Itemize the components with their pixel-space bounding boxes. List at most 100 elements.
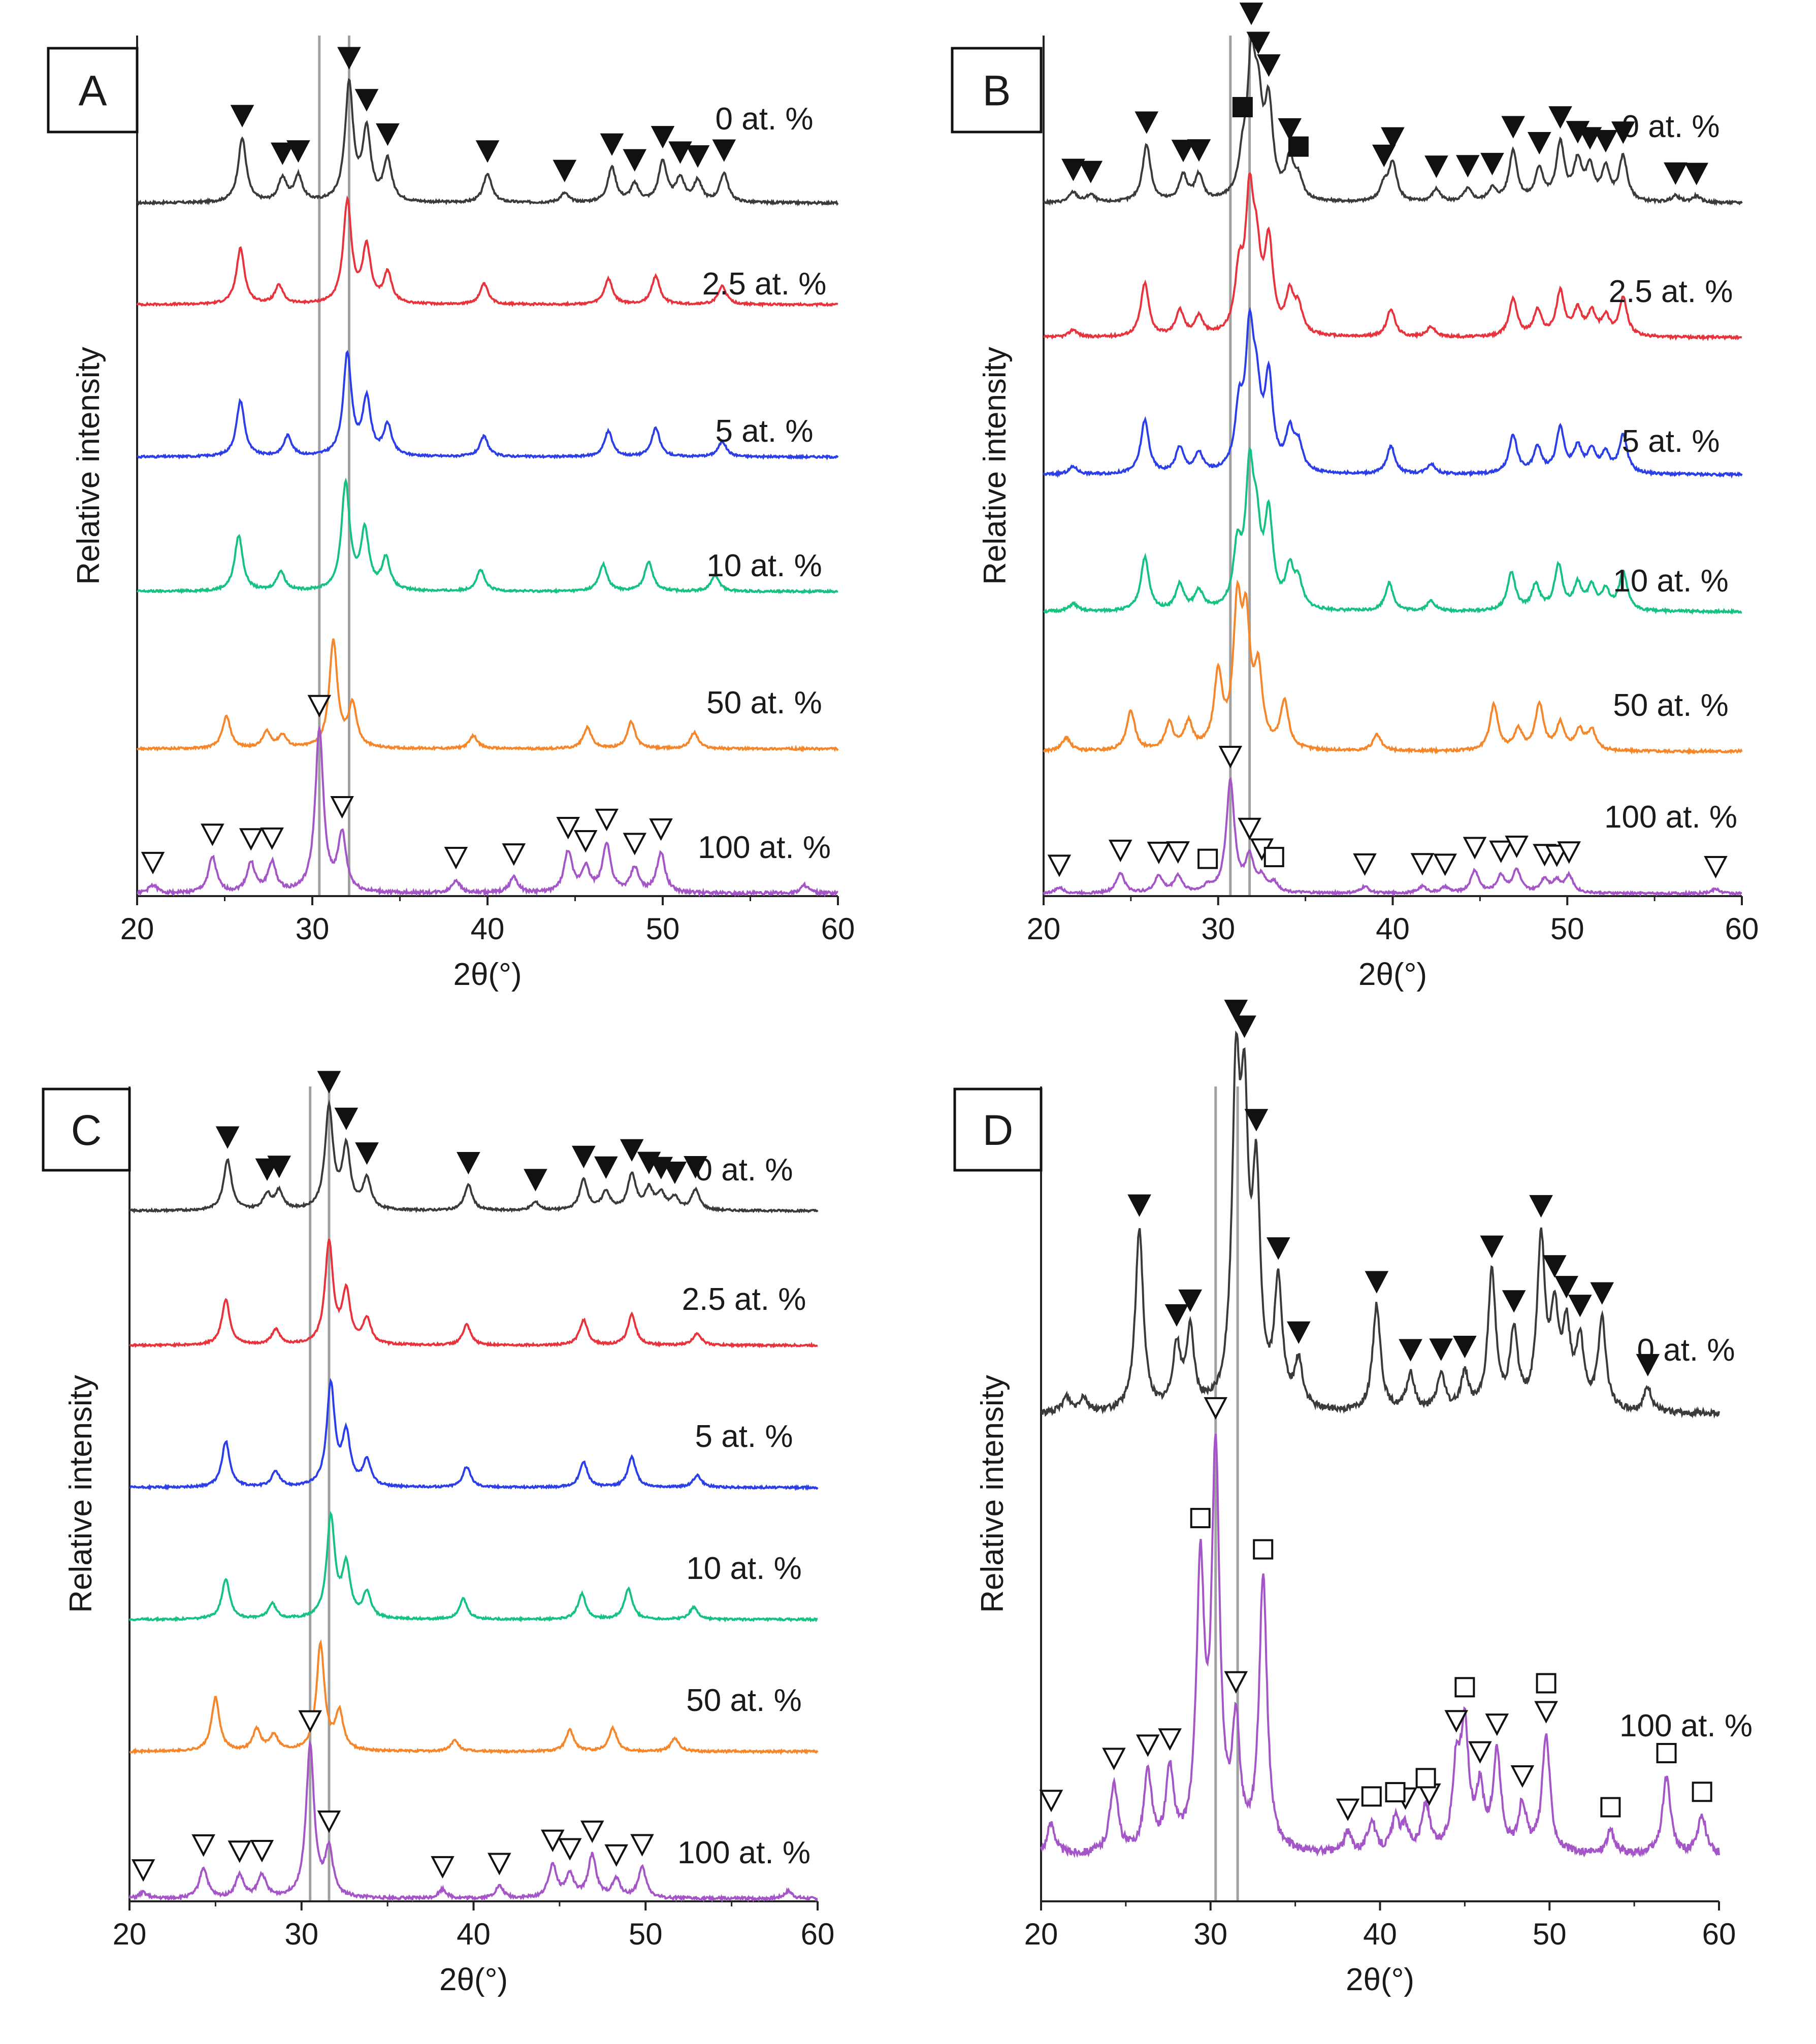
filled-triangle-marker bbox=[1611, 121, 1635, 144]
series-label: 10 at. % bbox=[686, 1551, 801, 1586]
filled-triangle-marker bbox=[571, 1145, 596, 1169]
panel-label: A bbox=[78, 67, 107, 115]
filled-triangle-marker bbox=[1365, 1271, 1389, 1294]
open-triangle-marker bbox=[1410, 853, 1435, 876]
filled-triangle-marker bbox=[620, 1139, 644, 1162]
x-tick-label: 50 bbox=[646, 912, 680, 946]
filled-triangle-marker bbox=[1568, 1295, 1592, 1317]
open-triangle-marker bbox=[317, 1810, 341, 1833]
filled-triangle-marker bbox=[1246, 31, 1271, 54]
series-line bbox=[1043, 172, 1742, 342]
series-label: 2.5 at. % bbox=[1609, 274, 1733, 309]
open-square-marker bbox=[1600, 1797, 1621, 1818]
filled-triangle-marker bbox=[1079, 160, 1103, 184]
open-triangle-marker bbox=[630, 1834, 654, 1857]
filled-triangle-marker bbox=[1501, 116, 1526, 139]
open-triangle-marker bbox=[573, 830, 598, 853]
open-triangle-marker bbox=[1510, 1765, 1535, 1788]
open-triangle-marker bbox=[1433, 853, 1457, 876]
panel-label-box bbox=[42, 1087, 131, 1172]
filled-triangle-marker bbox=[230, 105, 254, 127]
filled-triangle-marker bbox=[524, 1169, 547, 1192]
open-triangle-marker bbox=[541, 1829, 565, 1852]
open-triangle-marker bbox=[191, 1834, 215, 1857]
series-label: 10 at. % bbox=[1613, 564, 1728, 599]
series-label: 10 at. % bbox=[706, 548, 822, 583]
x-tick-label: 30 bbox=[296, 912, 330, 946]
open-triangle-marker bbox=[444, 847, 468, 870]
filled-triangle-marker bbox=[600, 133, 624, 156]
filled-square-marker bbox=[1288, 136, 1309, 157]
open-triangle-marker bbox=[1505, 835, 1529, 859]
open-triangle-marker bbox=[1158, 1728, 1182, 1751]
filled-triangle-marker bbox=[1453, 1335, 1477, 1359]
x-tick-label: 40 bbox=[471, 912, 505, 946]
open-square-marker bbox=[1197, 848, 1218, 869]
filled-triangle-marker bbox=[1171, 140, 1195, 162]
filled-triangle-marker bbox=[1529, 1195, 1553, 1218]
open-square-marker bbox=[1454, 1677, 1475, 1698]
open-triangle-marker bbox=[431, 1856, 455, 1879]
open-triangle-marker bbox=[1147, 841, 1171, 865]
filled-triangle-marker bbox=[1480, 1235, 1504, 1258]
panel-label: D bbox=[983, 1106, 1014, 1154]
open-triangle-marker bbox=[502, 843, 526, 866]
open-triangle-marker bbox=[141, 851, 165, 875]
open-triangle-marker bbox=[487, 1853, 511, 1875]
x-tick-label: 30 bbox=[1201, 912, 1235, 946]
x-tick-label: 20 bbox=[120, 912, 154, 946]
filled-triangle-marker bbox=[475, 140, 500, 163]
filled-triangle-marker bbox=[267, 1156, 291, 1178]
open-triangle-marker bbox=[1238, 817, 1261, 841]
open-triangle-marker bbox=[580, 1820, 604, 1843]
open-triangle-marker bbox=[260, 827, 284, 850]
x-tick-label: 60 bbox=[821, 912, 855, 946]
x-tick-label: 60 bbox=[1702, 1917, 1736, 1951]
filled-triangle-marker bbox=[1178, 1289, 1203, 1312]
panel-B: 20 30 40 50 60 2θ(°) Relative intensity B 0 at. … bbox=[951, 3, 1759, 992]
series-line bbox=[128, 1739, 818, 1903]
x-axis-label: 2θ(°) bbox=[1358, 957, 1427, 992]
filled-triangle-marker bbox=[354, 89, 379, 112]
filled-triangle-marker bbox=[1244, 1109, 1269, 1132]
open-triangle-marker bbox=[1218, 746, 1243, 769]
series-line bbox=[1040, 1433, 1720, 1858]
filled-triangle-marker bbox=[594, 1156, 618, 1179]
x-tick-label: 40 bbox=[457, 1917, 491, 1951]
open-triangle-marker bbox=[1489, 840, 1513, 863]
panel-A: 20 30 40 50 60 2θ(°) Relative intensity A 0 at. … bbox=[47, 36, 855, 992]
filled-triangle-marker bbox=[1455, 155, 1480, 178]
open-triangle-marker bbox=[558, 1838, 582, 1861]
open-triangle-marker bbox=[1557, 841, 1581, 864]
open-triangle-marker bbox=[604, 1844, 628, 1867]
series-line bbox=[137, 725, 838, 898]
y-axis-label: Relative intensity bbox=[63, 1375, 99, 1613]
filled-triangle-marker bbox=[1224, 1000, 1248, 1023]
open-triangle-marker bbox=[239, 828, 263, 851]
filled-triangle-marker bbox=[317, 1071, 341, 1094]
filled-triangle-marker bbox=[334, 1107, 359, 1131]
x-tick-label: 30 bbox=[1193, 1917, 1227, 1951]
panel-C: 20 30 40 50 60 2θ(°) Relative intensity C 0 at. … bbox=[42, 1071, 835, 1997]
filled-triangle-marker bbox=[1164, 1304, 1189, 1327]
open-triangle-marker bbox=[330, 796, 354, 819]
filled-triangle-marker bbox=[1239, 3, 1263, 25]
filled-triangle-marker bbox=[1381, 127, 1405, 150]
series-label: 100 at. % bbox=[677, 1835, 810, 1870]
filled-triangle-marker bbox=[1372, 144, 1396, 168]
x-tick-label: 60 bbox=[801, 1917, 835, 1951]
filled-triangle-marker bbox=[623, 149, 647, 172]
series-line bbox=[137, 78, 839, 207]
series-line bbox=[1043, 447, 1742, 615]
x-tick-label: 20 bbox=[1027, 912, 1061, 946]
series-line bbox=[137, 350, 839, 460]
series-line bbox=[129, 1377, 819, 1491]
filled-triangle-marker bbox=[1590, 1282, 1614, 1305]
series-line bbox=[136, 638, 839, 753]
filled-triangle-marker bbox=[355, 1142, 379, 1165]
panel-label: B bbox=[982, 67, 1011, 115]
x-tick-label: 30 bbox=[284, 1917, 318, 1951]
filled-triangle-marker bbox=[1578, 127, 1602, 150]
open-square-marker bbox=[1263, 847, 1284, 868]
open-triangle-marker bbox=[1047, 854, 1072, 877]
